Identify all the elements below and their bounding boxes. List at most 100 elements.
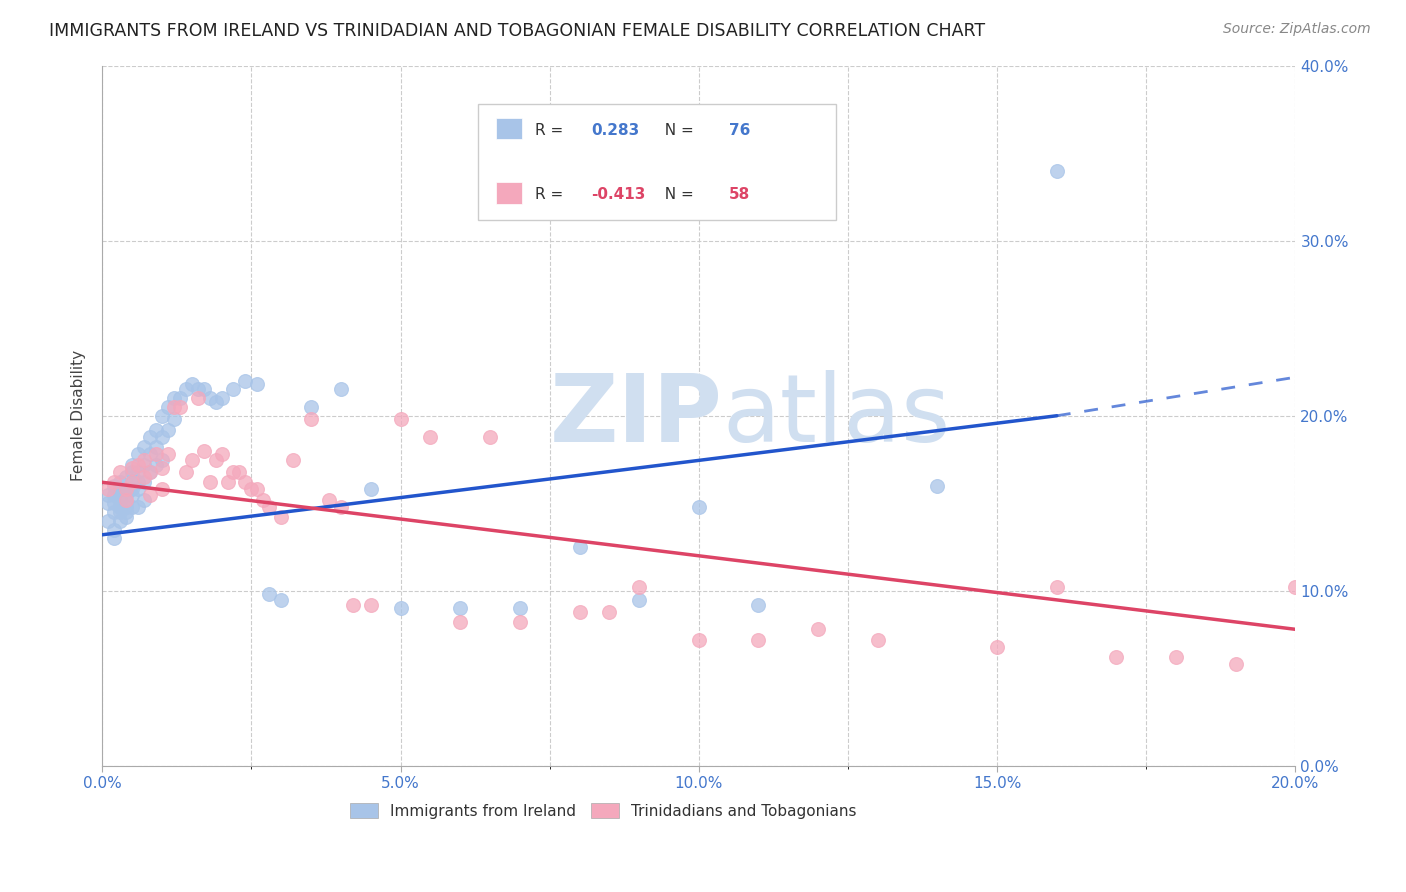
Point (103, 487, 125, 501)
Point (198, 391, 221, 405)
Point (211, 391, 233, 405)
Point (127, 447, 149, 461)
Point (281, 452, 304, 467)
Point (479, 430, 502, 444)
Point (193, 443, 215, 458)
Point (246, 377, 269, 392)
Point (1105, 650, 1128, 665)
FancyBboxPatch shape (478, 104, 837, 219)
Point (103, 496, 125, 510)
Point (509, 601, 531, 615)
Point (139, 465, 162, 479)
Point (127, 458, 149, 472)
Point (108, 505, 131, 519)
Point (150, 430, 173, 444)
Point (222, 465, 245, 479)
Point (449, 615, 471, 630)
Point (121, 461, 143, 475)
Point (342, 598, 364, 612)
Point (139, 465, 162, 479)
Point (252, 492, 274, 507)
Point (121, 500, 143, 514)
Point (108, 514, 131, 528)
Point (156, 423, 179, 437)
Point (204, 394, 226, 409)
Point (240, 483, 263, 497)
Point (204, 452, 226, 467)
Point (246, 483, 269, 497)
Point (121, 458, 143, 472)
Point (139, 447, 162, 461)
Point (108, 492, 131, 507)
Point (121, 465, 143, 479)
Point (97, 487, 120, 501)
Point (449, 601, 471, 615)
Point (1046, 580, 1069, 594)
Point (163, 391, 186, 405)
Point (174, 465, 197, 479)
Point (628, 580, 651, 594)
Point (108, 475, 131, 490)
Point (747, 632, 769, 647)
Point (329, 383, 352, 397)
Point (329, 500, 352, 514)
Point (228, 465, 250, 479)
Point (97, 496, 120, 510)
Point (270, 510, 292, 524)
Point (108, 500, 131, 514)
Point (187, 383, 209, 397)
Point (115, 483, 138, 497)
Point (156, 400, 179, 414)
Point (360, 483, 382, 497)
Point (198, 475, 221, 490)
Point (180, 377, 202, 392)
Text: -0.413: -0.413 (592, 187, 645, 202)
Point (103, 523, 125, 537)
Point (187, 391, 209, 405)
Point (139, 487, 162, 501)
Point (747, 598, 769, 612)
Text: 58: 58 (728, 187, 749, 202)
Point (688, 500, 710, 514)
Point (1225, 657, 1247, 672)
Point (259, 500, 281, 514)
Y-axis label: Female Disability: Female Disability (72, 351, 86, 482)
Point (866, 632, 889, 647)
Text: 0.283: 0.283 (592, 122, 640, 137)
Point (360, 598, 382, 612)
Point (121, 475, 143, 490)
Point (132, 492, 155, 507)
Point (628, 592, 651, 607)
Point (115, 483, 138, 497)
Point (121, 487, 143, 501)
Point (132, 440, 155, 454)
Point (235, 374, 257, 388)
Point (235, 475, 257, 490)
Point (132, 470, 155, 484)
Point (1046, 163, 1069, 178)
Point (1284, 580, 1306, 594)
Point (132, 475, 155, 490)
Text: N =: N = (655, 187, 699, 202)
Point (121, 483, 143, 497)
Point (145, 458, 167, 472)
Point (568, 540, 591, 554)
Point (145, 423, 167, 437)
Point (598, 605, 620, 619)
Text: ZIP: ZIP (550, 370, 723, 462)
Legend: Immigrants from Ireland, Trinidadians and Tobagonians: Immigrants from Ireland, Trinidadians an… (344, 797, 863, 825)
Point (103, 505, 125, 519)
Point (163, 412, 186, 426)
Point (132, 458, 155, 472)
Point (509, 615, 531, 630)
Point (127, 465, 149, 479)
Point (127, 483, 149, 497)
Point (1166, 650, 1188, 665)
Point (115, 487, 138, 501)
Point (103, 475, 125, 490)
Point (121, 475, 143, 490)
Point (169, 400, 191, 414)
Point (807, 623, 830, 637)
Point (127, 475, 149, 490)
Point (150, 452, 173, 467)
